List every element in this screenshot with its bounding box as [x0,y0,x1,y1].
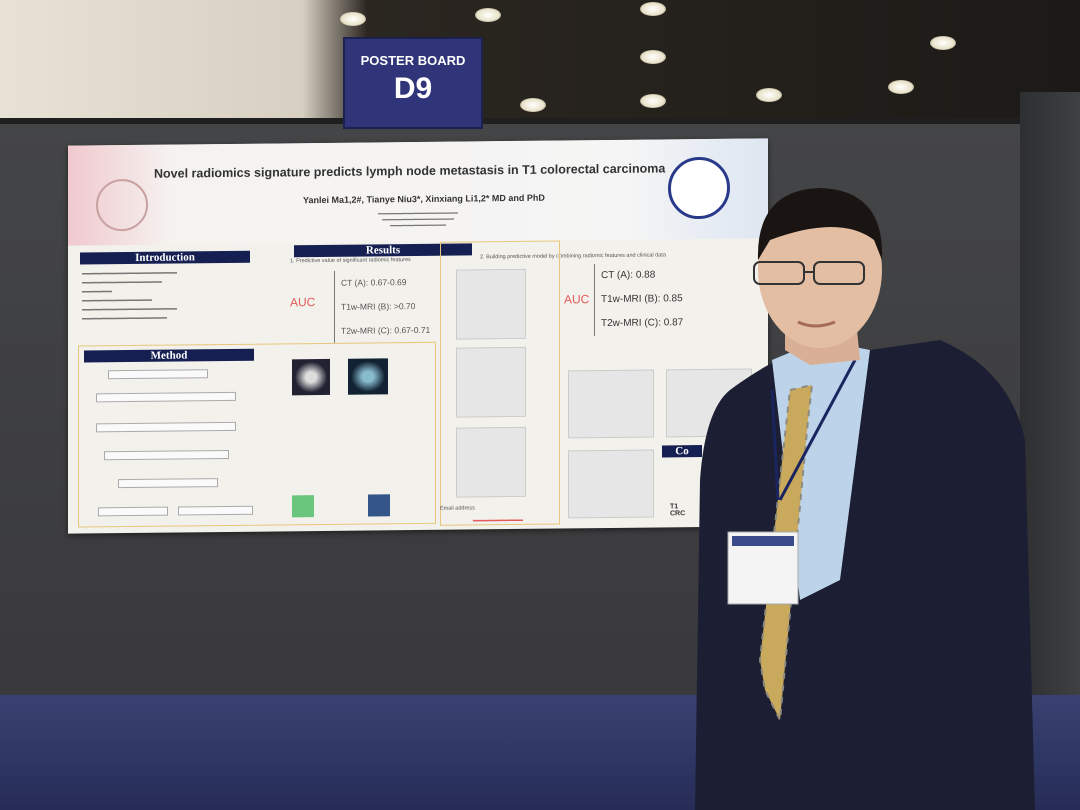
flowchart-step [178,505,253,516]
flowchart-step [96,391,236,403]
roc-curve-plot [568,449,654,519]
flowchart-step [96,421,236,433]
auc-row-ct: CT (A): 0.67-0.69 [341,277,407,288]
ceiling-light [888,80,914,94]
ceiling-light [756,88,782,102]
section-introduction: Introduction [80,250,250,265]
hair [757,188,883,260]
poster-header [68,138,768,246]
ceiling-light [340,12,366,26]
auc-row-t1w: T1w-MRI (B): >0.70 [341,301,416,312]
flowchart-step [108,369,208,380]
ceiling-light [640,50,666,64]
auc-results-combined: CT (A): 0.88 T1w-MRI (B): 0.85 T2w-MRI (… [594,263,684,337]
auc-label-combined: AUC [564,292,590,307]
auc-row-t2w: T2w-MRI (C): 0.87 [601,317,684,330]
lanyard [770,359,857,501]
auc-results-radiomic: CT (A): 0.67-0.69 T1w-MRI (B): >0.70 T2w… [334,269,431,343]
flowchart-step [118,478,218,489]
ceiling-light [640,94,666,108]
feature-map-image [292,495,314,518]
affiliations: ▬▬▬▬▬▬▬▬▬▬▬▬▬▬▬▬▬▬▬▬ ▬▬▬▬▬▬▬▬▬▬▬▬▬▬▬▬▬▬ ▬▬… [378,209,458,228]
feature-map-image [368,494,390,517]
auc-row-t2w: T2w-MRI (C): 0.67-0.71 [341,324,431,336]
sign-label: POSTER BOARD [360,53,466,68]
introduction-text: ▬▬▬▬▬▬▬▬▬▬▬▬▬▬▬▬▬▬▬ ▬▬▬▬▬▬▬▬▬▬▬▬▬▬▬▬ ▬▬▬▬▬… [82,269,177,322]
research-poster: Novel radiomics signature predicts lymph… [68,138,768,534]
email-address: ▬▬▬▬▬▬▬▬▬▬ [473,516,523,524]
ceiling-light [930,36,956,50]
presenter-person [695,188,1035,810]
results-frame [440,240,560,526]
flowchart-step [104,449,229,461]
mri-scan-image [348,358,388,395]
results-heading-1: 1. Predictive value of significant radio… [290,257,411,265]
conclusion-line: CRC [670,510,686,518]
ceiling-light [640,2,666,16]
ceiling-light [520,98,546,112]
ct-scan-image [292,358,330,396]
ceiling-light [475,8,501,22]
sign-board-number: D9 [393,72,433,105]
auc-row-t1w: T1w-MRI (B): 0.85 [601,293,683,306]
flowchart-step [98,506,168,517]
roc-curve-plot [568,369,654,439]
badge-header [732,536,794,546]
conclusion-text: T1 CRC [670,503,685,517]
poster-board-sign: POSTER BOARD D9 [343,37,483,129]
email-label: Email address [440,505,475,512]
auc-row-ct: CT (A): 0.88 [601,269,656,282]
auc-label: AUC [290,295,316,310]
mouth [797,320,836,328]
university-logo-left [96,178,148,232]
